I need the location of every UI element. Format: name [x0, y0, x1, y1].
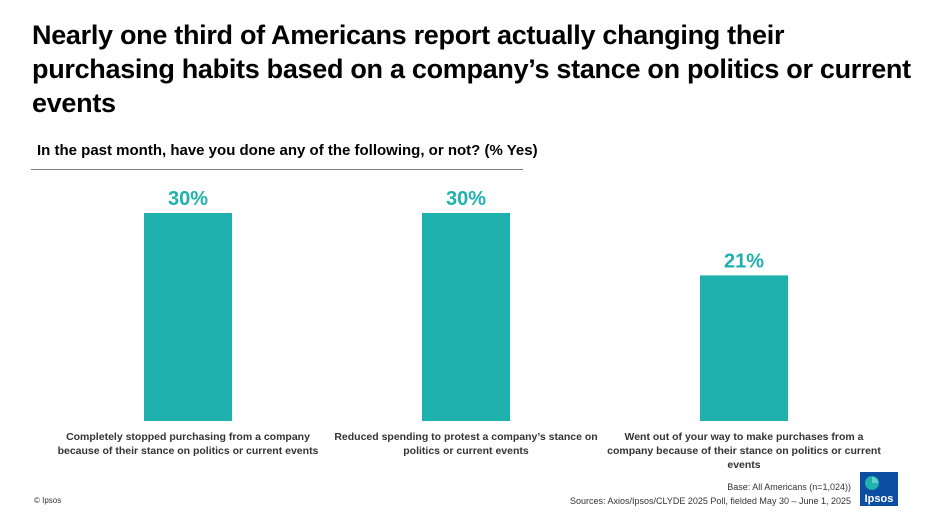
- data-label-2: 30%: [446, 188, 486, 210]
- category-label-2: Reduced spending to protest a company’s …: [334, 431, 598, 457]
- survey-question: In the past month, have you done any of …: [37, 142, 538, 159]
- question-divider: [31, 169, 523, 170]
- sources-note: Sources: Axios/Ipsos/CLYDE 2025 Poll, fi…: [570, 496, 851, 506]
- page-title: Nearly one third of Americans report act…: [32, 20, 911, 118]
- data-label-1: 30%: [168, 188, 208, 210]
- bar-3: [700, 275, 788, 421]
- category-label-1: Completely stopped purchasing from a com…: [57, 431, 319, 457]
- category-label-3: Went out of your way to make purchases f…: [607, 431, 881, 471]
- base-note: Base: All Americans (n=1,024)): [727, 482, 851, 492]
- bar-1: [144, 213, 232, 421]
- logo-text: Ipsos: [865, 493, 894, 505]
- ipsos-logo-icon: Ipsos: [860, 472, 898, 506]
- data-label-3: 21%: [724, 250, 764, 272]
- bar-2: [422, 213, 510, 421]
- copyright-text: © Ipsos: [34, 496, 62, 505]
